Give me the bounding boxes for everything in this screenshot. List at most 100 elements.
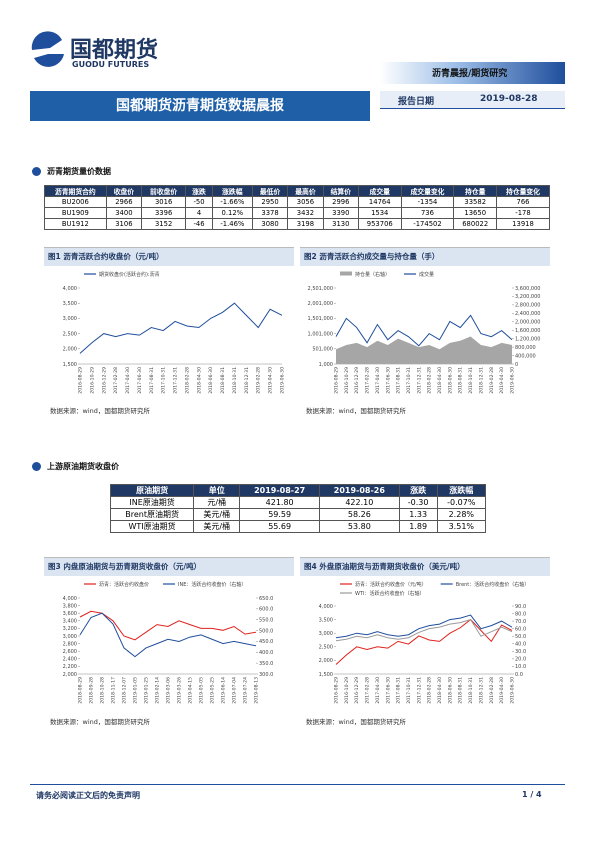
chart-title: 图4 外盘原油期货与沥青期货收盘价（美元/吨）	[300, 558, 550, 576]
date-label: 报告日期	[398, 97, 435, 107]
y-tick-label: 1,500	[319, 672, 333, 678]
legend-swatch	[340, 271, 352, 276]
table-cell: 1.89	[398, 520, 438, 533]
line	[79, 612, 257, 658]
table-cell: -0.07%	[436, 496, 487, 509]
table-cell: 3378	[251, 207, 289, 219]
x-tick-label: 2017-08-31	[396, 677, 402, 704]
x-tick-label: 2018-04-30	[437, 367, 443, 394]
x-tick-label: 2018-02-28	[427, 677, 433, 704]
x-tick-label: 2019-02-28	[489, 677, 495, 704]
chart: 1,000 501,000 1,001,000 1,501,000 2,001,000 2…	[308, 271, 541, 394]
y-tick-label: 3,500	[319, 617, 333, 623]
table-row: BU1912 3106 3152 -46 -1.46% 3080 3198 3130 95370…	[44, 218, 551, 230]
line	[335, 618, 513, 665]
table-cell: 1534	[357, 207, 402, 219]
table-cell: Brent原油期货	[109, 508, 195, 521]
y2-tick-label: 300.0	[259, 672, 273, 678]
table-cell: 4	[185, 207, 213, 219]
x-tick-label: 2018-12-31	[478, 367, 484, 394]
x-tick-label: 2019-06-30	[510, 367, 516, 394]
x-tick-label: 2018-10-31	[468, 367, 474, 394]
legend-label: Brent：活跃合约收盘价（右轴）	[456, 581, 530, 588]
x-tick-label: 2019-04-30	[268, 367, 274, 394]
x-tick-label: 2018-02-28	[427, 367, 433, 394]
legend-label: 沥青：活跃合约收盘价（元/吨）	[355, 581, 427, 588]
table-cell: 3396	[141, 207, 187, 219]
x-tick-label: 2019-04-15	[188, 677, 194, 704]
y-tick-label: 2,000	[63, 672, 77, 678]
column-header: 原油期货	[109, 484, 195, 497]
x-tick-label: 2017-06-30	[385, 367, 391, 394]
column-header: 涨跌	[185, 185, 213, 197]
line	[335, 619, 513, 642]
y2-tick-label: 1,600,000	[515, 328, 540, 334]
x-tick-label: 2019-04-30	[499, 367, 505, 394]
y-tick-label: 2,800	[63, 641, 77, 647]
table-cell: 3016	[141, 196, 187, 208]
x-tick-label: 2016-08-29	[334, 367, 340, 394]
table: 沥青期货合约 收盘价 前收盘价 涨跌 涨跌幅 最低价 最高价 结算价 成交量 成交量变化 持仓量 持仓…	[44, 185, 551, 230]
table-cell: 3130	[322, 218, 359, 230]
x-tick-label: 2018-10-28	[100, 677, 106, 704]
table-row: WTI原油期货 美元/桶 55.69 53.80 1.89 3.51%	[109, 520, 487, 533]
table-cell: 1.33	[398, 508, 438, 521]
table-cell: 59.59	[239, 508, 320, 521]
y-tick-label: 2,500	[319, 645, 333, 651]
column-header: 最低价	[251, 185, 289, 197]
date-box	[380, 91, 565, 109]
column-header: 成交量变化	[400, 185, 455, 197]
table-cell: BU2006	[44, 196, 107, 208]
line	[335, 314, 513, 347]
table-cell: 422.10	[319, 496, 400, 509]
y2-tick-label: 650.0	[259, 596, 273, 602]
legend-label: 成交量	[419, 271, 434, 278]
x-tick-label: 2017-12-31	[416, 677, 422, 704]
table-cell: 736	[400, 207, 455, 219]
y-tick-label: 3,600	[63, 611, 77, 617]
table-cell: 680022	[453, 218, 497, 230]
table-cell: 14764	[357, 196, 402, 208]
column-header: 单位	[193, 484, 241, 497]
x-tick-label: 2019-01-05	[133, 677, 139, 704]
table-cell: 3432	[287, 207, 324, 219]
table-cell: 13650	[453, 207, 497, 219]
x-tick-label: 2016-12-29	[101, 367, 107, 394]
y-tick-label: 3,400	[63, 619, 77, 625]
table-cell: 953706	[357, 218, 402, 230]
chart: 1,500 2,000 2,500 3,000 3,500 4,000 2016-08-29…	[63, 271, 286, 394]
y-tick-label: 4,000	[63, 286, 77, 292]
y2-tick-label: 40.0	[515, 642, 526, 648]
table-cell: 421.80	[239, 496, 320, 509]
section-title: 上游原油期货收盘价	[32, 461, 119, 472]
table-cell: 2966	[105, 196, 143, 208]
disclaimer: 请务必阅读正文后的免责声明	[36, 791, 140, 800]
legend-label: 沥青：活跃合约收盘价	[99, 581, 149, 588]
column-header: 最高价	[287, 185, 324, 197]
x-tick-label: 2017-02-28	[365, 677, 371, 704]
x-tick-label: 2018-04-30	[437, 677, 443, 704]
table-cell: -50	[185, 196, 213, 208]
x-tick-label: 2018-06-30	[447, 677, 453, 704]
y-tick-label: 1,501,000	[308, 316, 333, 322]
report-title: 国都期货沥青期货数据晨报	[30, 91, 370, 121]
x-tick-label: 2017-12-31	[416, 367, 422, 394]
column-header: 前收盘价	[141, 185, 187, 197]
section-title: 沥青期货量价数据	[32, 166, 111, 177]
legend-label: 持仓量（右轴）	[355, 271, 390, 278]
y2-tick-label: 60.0	[515, 626, 526, 632]
table-cell: 13918	[495, 218, 551, 230]
y-tick-label: 3,000	[63, 634, 77, 640]
source-note: 数据来源：wind，国都期货研究所	[50, 407, 150, 415]
table-cell: 0.12%	[211, 207, 253, 219]
y-tick-label: 2,000	[319, 658, 333, 664]
page-number: 1 / 4	[522, 790, 542, 799]
table-cell: -0.30	[398, 496, 438, 509]
header-row: 原油期货 单位 2019-08-27 2019-08-26 涨跌 涨跌幅	[109, 484, 487, 497]
logo-en: GUODU FUTURES	[72, 60, 150, 69]
table-cell: 3198	[287, 218, 324, 230]
line	[79, 610, 257, 641]
table-cell: 766	[495, 196, 551, 208]
